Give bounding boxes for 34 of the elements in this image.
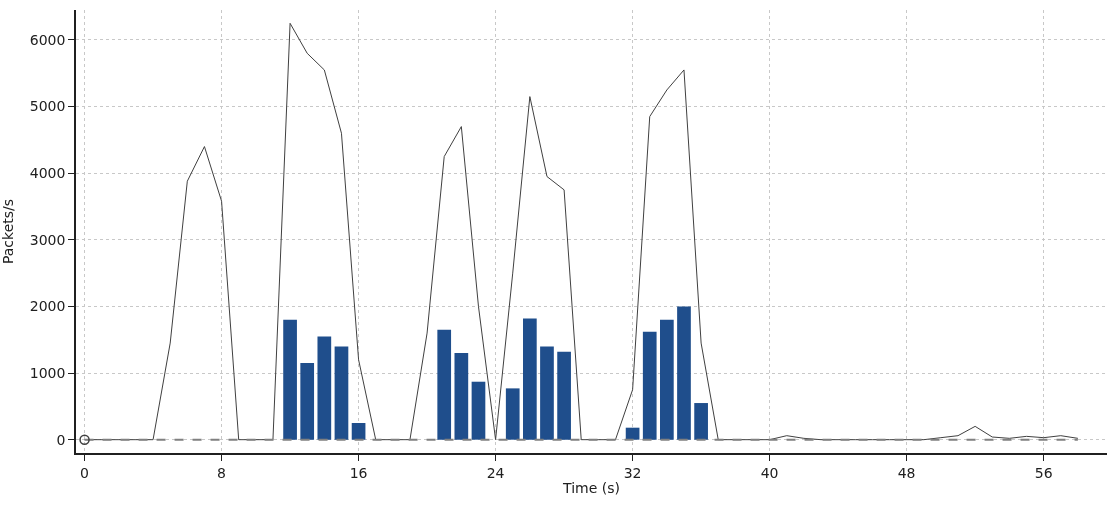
y-tick-label: 3000	[29, 231, 66, 248]
y-tick-label: 4000	[29, 165, 66, 182]
bar	[660, 319, 674, 440]
y-tick-label: 0	[56, 431, 66, 448]
bar	[283, 319, 297, 440]
y-tick-label: 5000	[29, 98, 66, 115]
y-tick-label: 6000	[29, 31, 66, 48]
y-tick-label: 1000	[29, 364, 66, 381]
bar	[677, 306, 691, 440]
x-tick-label: 40	[760, 464, 779, 481]
bar	[437, 329, 452, 440]
x-tick-label: 16	[349, 464, 368, 481]
y-axis-title: Packets/s	[0, 198, 16, 265]
x-tick-label: 8	[217, 464, 227, 481]
bar	[317, 336, 332, 440]
bar	[523, 318, 537, 440]
y-tick-label: 2000	[29, 298, 66, 315]
x-tick-label: 32	[623, 464, 642, 481]
x-tick-label: 24	[486, 464, 505, 481]
bar	[642, 331, 657, 440]
x-tick-label: 48	[897, 464, 916, 481]
bar	[505, 388, 520, 440]
bar	[454, 353, 469, 440]
bar	[540, 346, 554, 440]
bar	[471, 381, 486, 440]
x-tick-label: 56	[1034, 464, 1053, 481]
bar	[557, 351, 571, 440]
x-axis-title: Time (s)	[562, 480, 620, 497]
x-tick-label: 0	[80, 464, 90, 481]
bar	[300, 363, 315, 440]
bar	[625, 427, 640, 440]
bar	[334, 346, 349, 440]
bar	[351, 423, 366, 440]
bar	[694, 403, 708, 440]
